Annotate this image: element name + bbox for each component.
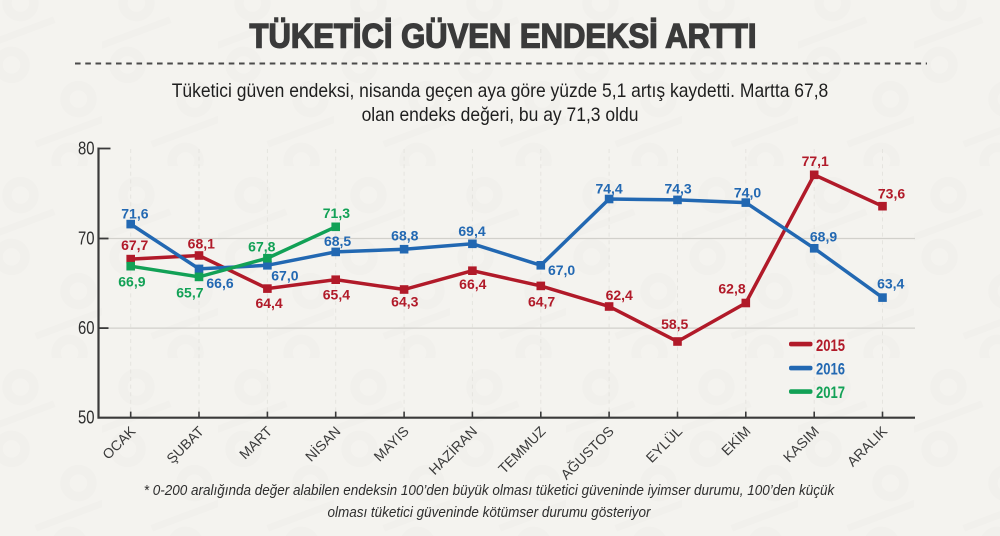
svg-text:2015: 2015: [816, 336, 845, 355]
svg-text:70: 70: [78, 228, 95, 248]
svg-text:HAZİRAN: HAZİRAN: [425, 422, 480, 477]
svg-text:67,7: 67,7: [121, 237, 148, 253]
svg-text:2017: 2017: [816, 383, 845, 402]
svg-text:65,4: 65,4: [323, 286, 350, 302]
svg-text:67,0: 67,0: [271, 268, 298, 284]
svg-text:64,3: 64,3: [391, 294, 418, 310]
svg-text:64,7: 64,7: [528, 294, 555, 310]
svg-text:50: 50: [78, 408, 95, 428]
svg-text:66,9: 66,9: [118, 274, 145, 290]
svg-text:EKİM: EKİM: [717, 422, 753, 458]
svg-text:74,4: 74,4: [595, 181, 622, 197]
svg-text:58,5: 58,5: [661, 316, 688, 332]
svg-text:74,3: 74,3: [664, 181, 691, 197]
svg-text:NİSAN: NİSAN: [301, 422, 343, 464]
svg-text:62,8: 62,8: [718, 281, 745, 297]
svg-text:TÜKETİCİ GÜVEN ENDEKSİ ARTTI: TÜKETİCİ GÜVEN ENDEKSİ ARTTI: [250, 18, 757, 56]
svg-text:EYLÜL: EYLÜL: [642, 422, 686, 466]
svg-text:67,8: 67,8: [248, 238, 275, 254]
svg-text:68,8: 68,8: [391, 228, 418, 244]
svg-text:63,4: 63,4: [877, 276, 904, 292]
svg-text:TEMMUZ: TEMMUZ: [495, 423, 549, 477]
svg-text:67,0: 67,0: [548, 262, 575, 278]
svg-text:69,4: 69,4: [458, 223, 485, 239]
svg-text:71,3: 71,3: [323, 205, 350, 221]
svg-text:68,1: 68,1: [188, 236, 215, 252]
svg-text:OCAK: OCAK: [99, 423, 139, 463]
svg-text:AĞUSTOS: AĞUSTOS: [557, 423, 617, 483]
svg-text:ARALIK: ARALIK: [844, 423, 891, 470]
svg-text:62,4: 62,4: [606, 287, 633, 303]
svg-text:64,4: 64,4: [255, 295, 282, 311]
svg-text:77,1: 77,1: [802, 153, 829, 169]
svg-text:60: 60: [78, 318, 95, 338]
svg-text:68,5: 68,5: [324, 233, 351, 249]
svg-text:MART: MART: [236, 423, 275, 462]
svg-text:65,7: 65,7: [176, 284, 203, 300]
svg-text:2016: 2016: [816, 359, 845, 378]
svg-text:66,6: 66,6: [206, 275, 233, 291]
svg-text:71,6: 71,6: [121, 205, 148, 221]
svg-text:66,4: 66,4: [459, 276, 486, 292]
svg-text:ŞUBAT: ŞUBAT: [163, 423, 207, 467]
svg-text:68,9: 68,9: [810, 229, 837, 245]
svg-text:74,0: 74,0: [734, 185, 761, 201]
svg-text:KASIM: KASIM: [780, 423, 822, 465]
svg-text:73,6: 73,6: [878, 186, 905, 202]
svg-text:80: 80: [78, 139, 95, 159]
svg-text:MAYIS: MAYIS: [370, 423, 411, 464]
